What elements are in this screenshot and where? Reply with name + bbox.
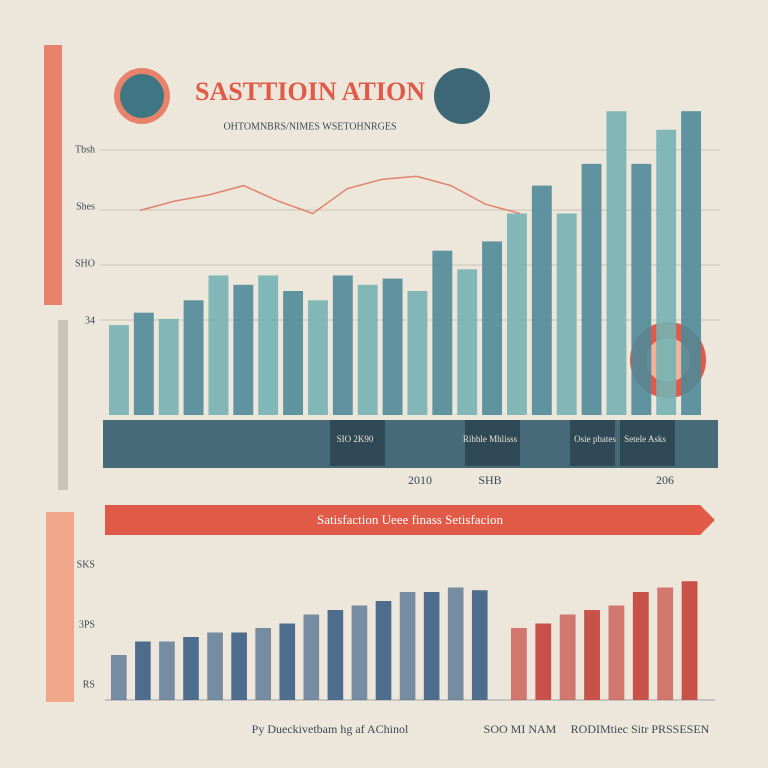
bar [584,610,600,700]
x-label: 206 [656,473,674,487]
axis-label: RS [83,679,95,690]
bar [447,587,464,700]
bar [559,614,576,700]
bar [631,163,652,415]
bar [556,213,577,415]
axis-label: 3PS [79,619,95,630]
axis-label: Tbsh [75,144,95,155]
label-box [465,420,520,466]
bar [681,581,698,700]
bar [531,185,552,415]
left-gauge-track [58,320,68,490]
label-box [620,420,675,466]
bar [457,269,478,415]
bar [511,628,527,700]
bar [207,632,223,700]
bar [258,275,279,415]
bar [432,250,453,415]
bar [608,605,625,700]
bar [303,614,320,700]
bar [375,601,392,700]
bar [133,312,154,415]
bar [158,318,179,415]
bar [183,300,204,415]
bar [332,275,353,415]
icon [120,74,164,118]
footer-text: SOO MI NAM [484,722,557,736]
bar [233,284,254,415]
bar [357,284,378,415]
x-label: 2010 [408,473,432,487]
bar [109,325,129,415]
bar [159,641,175,700]
bar [255,628,272,700]
bar [535,623,552,700]
bar [279,623,296,700]
bar [135,641,151,700]
bar [399,592,416,700]
bar [308,300,328,415]
bar [231,632,247,700]
bar [657,587,674,700]
bar [183,637,199,700]
footer-text: Py Dueckivetbam hg af AChinol [252,722,409,736]
box-label: Ribhle Mhlisss [463,434,518,444]
bar [407,291,428,415]
title: SASTTIOIN ATION [195,77,425,106]
bar [471,590,488,700]
bar [351,605,368,700]
axis-label: Shes [76,201,95,212]
bar [423,592,440,700]
bar [327,610,344,700]
banner-text: Satisfaction Ueee finass Setisfacion [317,512,503,527]
icon [434,68,490,124]
bar [507,213,527,415]
axis-label: 34 [85,315,95,326]
banner [105,505,715,535]
label-box [570,420,615,466]
bar [656,129,677,416]
bar [482,241,503,415]
axis-label: SHO [75,258,95,269]
bar [581,163,602,415]
left-gauge [44,45,62,305]
bar [111,655,127,700]
box-label: SIO 2K90 [337,434,374,444]
data-strip [103,420,718,468]
footer-text: RODIMtiec Sitr PRSSESEN [571,722,710,736]
label-box [330,420,385,466]
bar [382,278,403,415]
axis-label: SKS [77,559,95,570]
box-label: Osie pbates [574,434,616,444]
subtitle: OHTOMNBRS/NIMES WSETOHNRGES [223,121,396,132]
x-label: SHB [478,473,501,487]
bar [283,291,304,415]
bar [606,111,627,415]
line [139,175,521,215]
box-label: Setele Asks [624,434,666,444]
left-gauge-bottom [46,512,74,702]
bar [632,592,649,700]
bar [681,111,702,415]
bar [208,275,229,415]
